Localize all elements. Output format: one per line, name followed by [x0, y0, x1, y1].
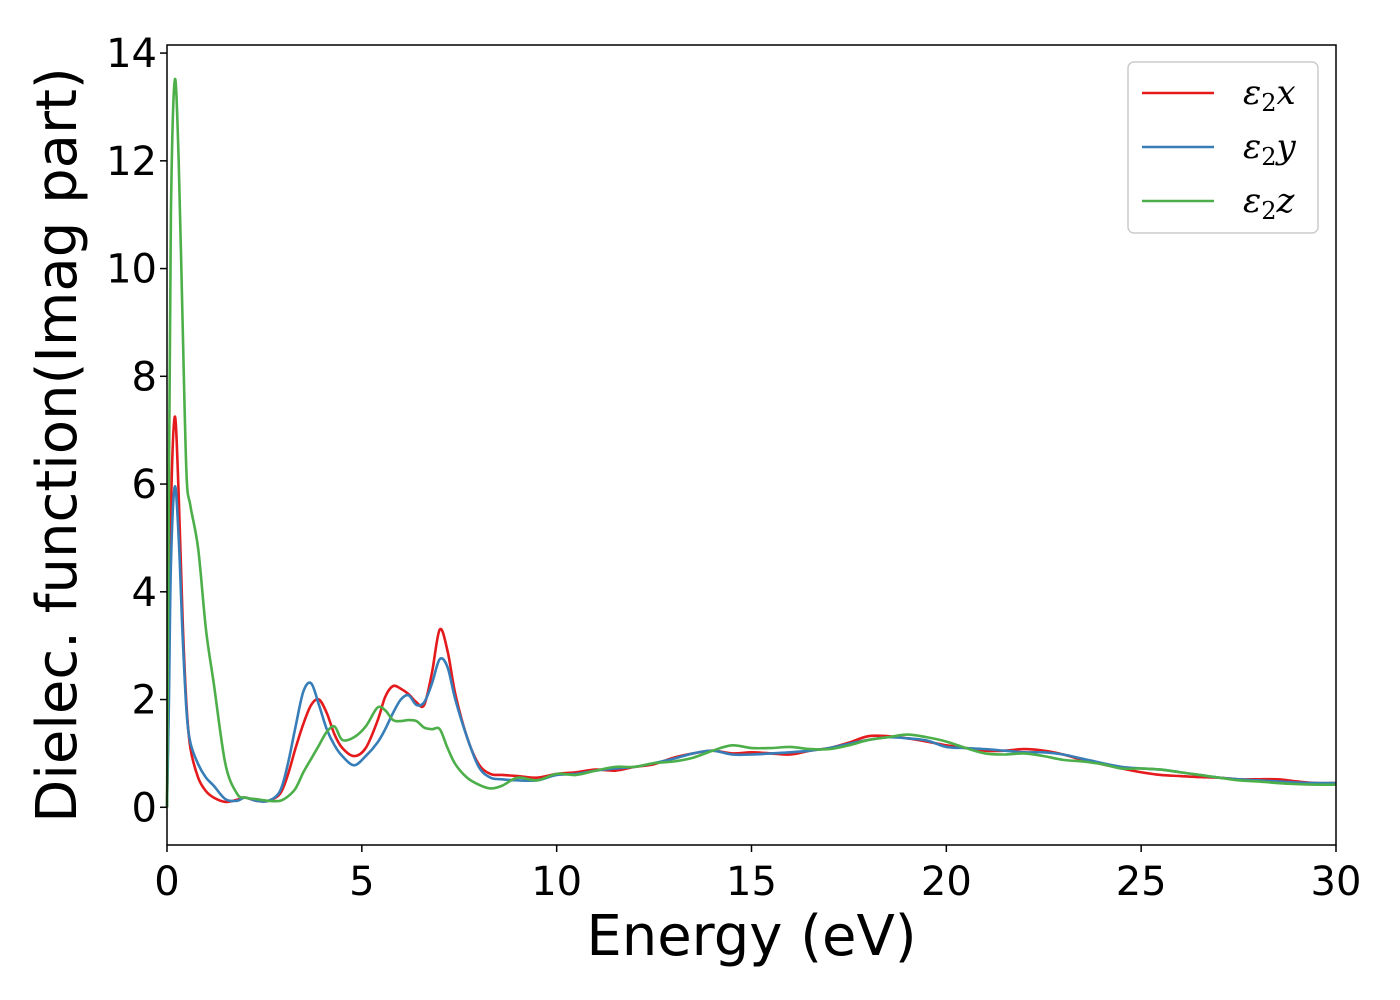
- y-axis-ticks: 0 2 4 6 8 10 12 14: [106, 31, 167, 831]
- y-tick-label: 0: [132, 785, 157, 831]
- legend: ε2x ε2y ε2z: [1127, 61, 1319, 234]
- x-axis-title: Energy (eV): [586, 904, 916, 969]
- legend-label-x: ε2x: [1243, 73, 1296, 117]
- x-tick-label: 0: [154, 859, 179, 905]
- y-tick-label: 2: [132, 678, 157, 724]
- x-axis-ticks: 0 5 10 15 20 25 30: [154, 845, 1361, 905]
- x-tick-label: 30: [1311, 859, 1362, 905]
- plot-lines: [165, 77, 1337, 808]
- y-axis-title: Dielec. function(Imag part): [25, 67, 90, 823]
- y-tick-label: 4: [132, 570, 157, 616]
- x-tick-label: 10: [531, 859, 582, 905]
- x-tick-label: 15: [726, 859, 777, 905]
- series-line-z: [165, 77, 1337, 808]
- y-tick-label: 8: [132, 354, 157, 400]
- x-tick-label: 5: [349, 859, 374, 905]
- legend-label-z: ε2z: [1243, 181, 1296, 225]
- series-line-y: [165, 485, 1337, 808]
- legend-label-y: ε2y: [1243, 127, 1297, 171]
- x-tick-label: 20: [921, 859, 972, 905]
- y-tick-label: 6: [132, 462, 157, 508]
- y-tick-label: 14: [106, 31, 157, 77]
- legend-items: ε2x ε2y ε2z: [1142, 73, 1297, 225]
- x-tick-label: 25: [1116, 859, 1167, 905]
- y-tick-label: 12: [106, 139, 157, 185]
- y-tick-label: 10: [106, 247, 157, 293]
- legend-frame: [1127, 61, 1319, 234]
